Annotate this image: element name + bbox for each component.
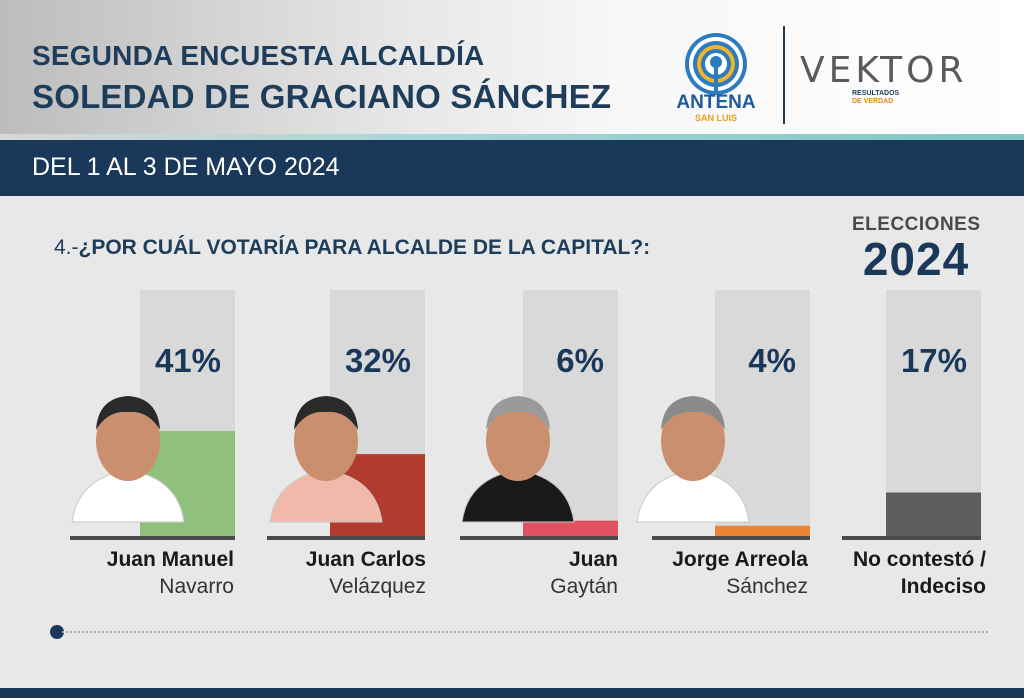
bar-background (715, 290, 810, 536)
candidate-first-name: Juan (568, 548, 618, 571)
title-line-1: SEGUNDA ENCUESTA ALCALDÍA (32, 40, 485, 71)
baseline (842, 536, 981, 540)
antena-wordmark: ANTENA (676, 92, 756, 113)
data-label: 6% (556, 342, 604, 379)
header-stripe (0, 134, 1024, 140)
vektor-subtitle: RESULTADOS DE VERDAD (852, 90, 899, 106)
bar (523, 520, 618, 536)
date-band (0, 140, 1024, 196)
portrait-shoulders (269, 469, 383, 523)
bar (715, 525, 810, 536)
candidate-last-name: Gaytán (550, 575, 618, 598)
candidate-first-name: Jorge Arreola (672, 548, 808, 571)
candidate-last-name: Sánchez (726, 575, 808, 598)
vektor-wordmark: VEKTOR (800, 50, 968, 91)
elecciones-year: 2024 (862, 233, 970, 285)
vektor-subtitle-1: RESULTADOS (852, 90, 900, 97)
data-label: 41% (155, 342, 221, 379)
candidate-first-name: Juan Manuel (106, 548, 234, 571)
baseline (267, 536, 425, 540)
dotted-separator (62, 631, 988, 633)
portrait-shoulders (71, 469, 185, 523)
title-line-2: SOLEDAD DE GRACIANO SÁNCHEZ (32, 78, 612, 115)
antena-logo (685, 33, 747, 95)
question-text: ¿POR CUÁL VOTARÍA PARA ALCALDE DE LA CAP… (78, 236, 651, 259)
question: 4.-¿POR CUÁL VOTARÍA PARA ALCALDE DE LA … (54, 236, 650, 260)
portrait-face (294, 401, 358, 481)
data-label: 4% (748, 342, 796, 379)
data-label: 32% (345, 342, 411, 379)
timeline-dot (50, 625, 64, 639)
vektor-subtitle-2: DE VERDAD (852, 98, 894, 105)
portrait-hair (486, 396, 550, 430)
portrait-shoulders (636, 469, 750, 523)
baseline (652, 536, 810, 540)
bar-background (140, 290, 235, 536)
data-label: 17% (901, 342, 967, 379)
portrait-face (486, 401, 550, 481)
portrait-shoulders (461, 469, 575, 523)
question-number: 4.- (54, 236, 79, 259)
survey-date: DEL 1 AL 3 DE MAYO 2024 (32, 153, 340, 181)
candidate-first-name: Juan Carlos (305, 548, 426, 571)
footer-band (0, 688, 1024, 698)
portrait-hair (294, 396, 358, 430)
bar-background (523, 290, 618, 536)
portrait-hair (661, 396, 725, 430)
antena-subtitle: SAN LUIS (694, 113, 737, 123)
candidate-first-name: No contestó / (852, 548, 986, 571)
header (0, 0, 1024, 140)
portrait-face (96, 401, 160, 481)
baseline (460, 536, 618, 540)
elecciones-label: ELECCIONES (852, 214, 981, 235)
bar (330, 454, 425, 536)
bar-background (330, 290, 425, 536)
bar (140, 431, 235, 536)
logo-divider (783, 26, 785, 124)
portrait-face (661, 401, 725, 481)
candidate-last-name: Indeciso (900, 575, 986, 598)
bar (886, 492, 981, 536)
candidate-last-name: Navarro (159, 575, 234, 598)
baseline (70, 536, 235, 540)
bar-background (886, 290, 981, 536)
candidate-last-name: Velázquez (329, 575, 426, 598)
portrait-hair (96, 396, 160, 430)
